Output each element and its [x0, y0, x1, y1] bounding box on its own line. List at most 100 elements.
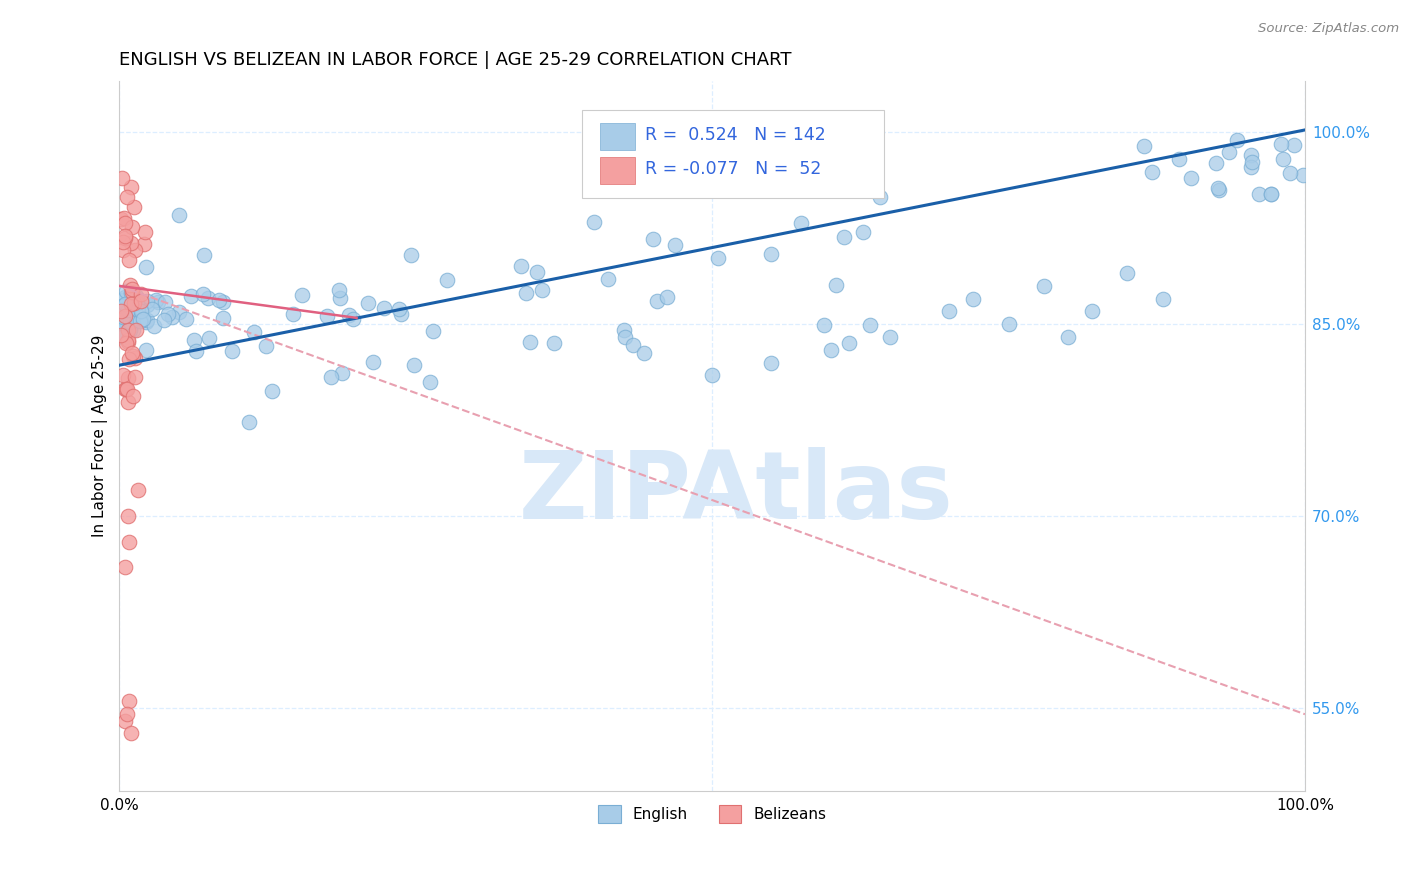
Point	[112, 302, 135, 317]
Point	[117, 303, 139, 318]
Point	[120, 315, 142, 329]
Point	[859, 318, 882, 332]
Point	[838, 335, 860, 350]
Point	[186, 344, 208, 359]
Point	[135, 260, 157, 274]
Point	[824, 278, 846, 293]
Point	[197, 291, 219, 305]
Point	[613, 323, 636, 337]
Point	[832, 229, 855, 244]
Point	[129, 286, 152, 301]
Point	[111, 244, 134, 258]
Point	[114, 327, 136, 342]
Point	[112, 235, 135, 250]
Point	[118, 253, 141, 268]
Point	[110, 304, 132, 318]
Point	[938, 304, 960, 318]
Point	[110, 328, 132, 343]
Point	[1218, 145, 1240, 159]
Point	[221, 343, 243, 358]
Point	[238, 415, 260, 429]
Point	[122, 349, 145, 363]
Point	[134, 225, 156, 239]
Point	[436, 273, 458, 287]
Point	[852, 225, 875, 239]
Point	[388, 302, 411, 317]
Point	[117, 351, 139, 366]
Point	[399, 248, 422, 262]
Point	[1152, 292, 1174, 306]
Point	[114, 290, 136, 304]
Point	[114, 382, 136, 396]
Point	[112, 211, 135, 226]
Point	[1240, 148, 1263, 162]
Point	[655, 290, 678, 304]
Point	[682, 178, 704, 193]
Point	[402, 358, 425, 372]
Point	[191, 287, 214, 301]
Point	[813, 318, 835, 332]
Point	[1033, 279, 1056, 293]
Point	[115, 382, 138, 396]
Point	[1241, 154, 1264, 169]
Point	[543, 336, 565, 351]
Point	[174, 311, 197, 326]
Point	[419, 376, 441, 390]
Point	[330, 367, 353, 381]
Point	[879, 330, 901, 344]
Point	[1247, 187, 1270, 202]
Point	[526, 265, 548, 279]
Point	[114, 296, 136, 310]
Point	[1282, 138, 1305, 153]
Point	[357, 296, 380, 310]
Point	[157, 307, 180, 321]
Point	[614, 330, 637, 344]
Point	[373, 301, 395, 315]
Point	[111, 325, 134, 339]
Point	[128, 313, 150, 327]
Point	[120, 180, 142, 194]
Point	[117, 323, 139, 337]
Point	[135, 315, 157, 329]
Point	[702, 368, 724, 383]
Point	[124, 370, 146, 384]
Point	[337, 308, 360, 322]
Point	[531, 283, 554, 297]
Point	[115, 317, 138, 331]
Point	[1206, 181, 1229, 195]
Point	[319, 369, 342, 384]
Point	[281, 307, 304, 321]
Point	[328, 283, 350, 297]
Point	[329, 291, 352, 305]
Point	[422, 324, 444, 338]
Point	[122, 322, 145, 336]
Point	[120, 285, 142, 300]
Point	[132, 311, 155, 326]
Point	[135, 298, 157, 312]
Legend: English, Belizeans: English, Belizeans	[592, 798, 832, 830]
Point	[115, 189, 138, 203]
Y-axis label: In Labor Force | Age 25-29: In Labor Force | Age 25-29	[93, 335, 108, 537]
Point	[145, 293, 167, 308]
Point	[1225, 132, 1247, 146]
Point	[125, 295, 148, 310]
FancyBboxPatch shape	[599, 157, 636, 185]
Point	[114, 308, 136, 322]
Point	[820, 343, 842, 357]
Point	[114, 560, 136, 574]
Point	[117, 334, 139, 349]
Point	[114, 229, 136, 244]
Point	[997, 318, 1019, 332]
Point	[645, 293, 668, 308]
Point	[110, 212, 132, 227]
Point	[633, 345, 655, 359]
FancyBboxPatch shape	[599, 123, 636, 150]
Text: Source: ZipAtlas.com: Source: ZipAtlas.com	[1258, 22, 1399, 36]
Point	[112, 310, 135, 325]
Point	[118, 323, 141, 337]
Point	[115, 382, 138, 396]
Point	[120, 236, 142, 251]
Point	[1205, 156, 1227, 170]
Point	[129, 304, 152, 318]
Point	[111, 328, 134, 343]
